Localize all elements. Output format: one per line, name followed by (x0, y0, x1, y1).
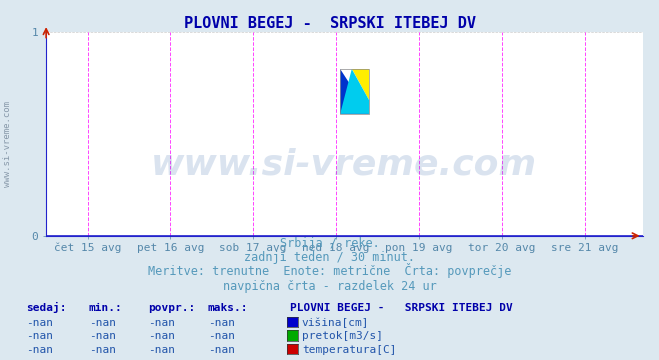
Text: -nan: -nan (148, 318, 175, 328)
Text: -nan: -nan (208, 332, 235, 342)
Text: Srbija / reke.: Srbija / reke. (279, 237, 380, 249)
Text: PLOVNI BEGEJ -  SRPSKI ITEBEJ DV: PLOVNI BEGEJ - SRPSKI ITEBEJ DV (183, 16, 476, 31)
Text: www.si-vreme.com: www.si-vreme.com (3, 101, 13, 187)
Text: -nan: -nan (89, 332, 116, 342)
Text: -nan: -nan (89, 345, 116, 355)
Text: -nan: -nan (26, 332, 53, 342)
Polygon shape (352, 69, 369, 100)
Text: min.:: min.: (89, 303, 123, 314)
Bar (340, 69, 369, 114)
Text: maks.:: maks.: (208, 303, 248, 314)
Text: Meritve: trenutne  Enote: metrične  Črta: povprečje: Meritve: trenutne Enote: metrične Črta: … (148, 264, 511, 278)
Text: -nan: -nan (26, 345, 53, 355)
Text: sedaj:: sedaj: (26, 302, 67, 314)
Text: temperatura[C]: temperatura[C] (302, 345, 396, 355)
Text: navpična črta - razdelek 24 ur: navpična črta - razdelek 24 ur (223, 280, 436, 293)
Text: zadnji teden / 30 minut.: zadnji teden / 30 minut. (244, 251, 415, 264)
Text: -nan: -nan (148, 345, 175, 355)
Text: -nan: -nan (26, 318, 53, 328)
Text: višina[cm]: višina[cm] (302, 318, 369, 328)
Text: -nan: -nan (148, 332, 175, 342)
Text: pretok[m3/s]: pretok[m3/s] (302, 332, 383, 342)
Text: -nan: -nan (208, 318, 235, 328)
Text: -nan: -nan (89, 318, 116, 328)
Text: -nan: -nan (208, 345, 235, 355)
Text: povpr.:: povpr.: (148, 303, 196, 314)
Polygon shape (340, 69, 369, 114)
Text: PLOVNI BEGEJ -   SRPSKI ITEBEJ DV: PLOVNI BEGEJ - SRPSKI ITEBEJ DV (290, 303, 513, 314)
Text: www.si-vreme.com: www.si-vreme.com (152, 148, 537, 181)
Polygon shape (340, 69, 369, 114)
